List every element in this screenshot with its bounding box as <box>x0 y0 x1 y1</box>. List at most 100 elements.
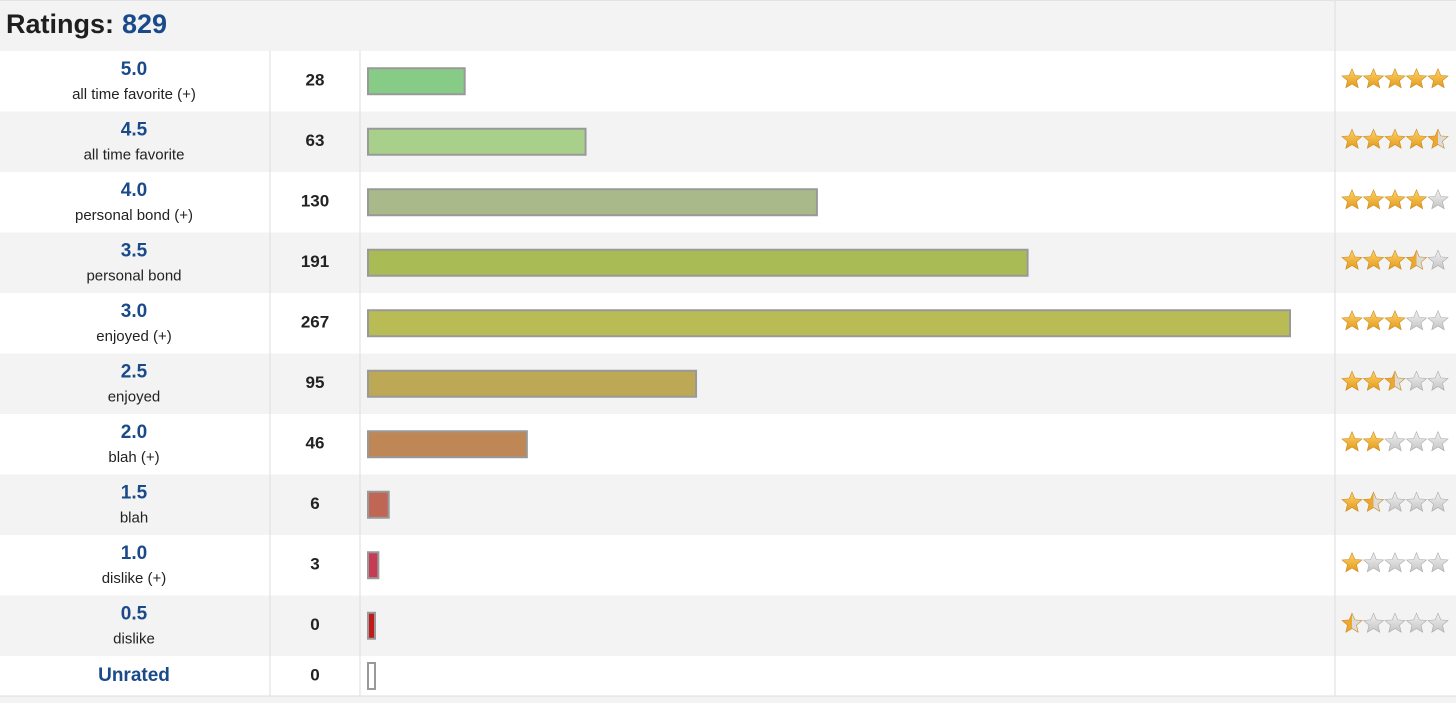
count-bar <box>367 188 818 217</box>
star <box>1362 189 1385 210</box>
star <box>1341 370 1363 391</box>
star <box>1405 249 1428 270</box>
row-background <box>0 414 1456 475</box>
star <box>1405 370 1428 391</box>
star <box>1427 431 1449 452</box>
star <box>1384 370 1406 391</box>
star <box>1341 68 1363 89</box>
rating-label: 4.5 <box>121 120 148 141</box>
rating-label: 3.5 <box>121 241 148 262</box>
rating-description: blah <box>120 509 148 526</box>
star <box>1362 310 1385 331</box>
rating-description: enjoyed <box>108 388 161 405</box>
count-bar <box>367 662 376 690</box>
rating-description: all time favorite <box>84 146 185 163</box>
star <box>1384 612 1406 633</box>
count-bar <box>367 490 390 519</box>
star <box>1405 612 1428 633</box>
count-bar <box>367 551 380 580</box>
star <box>1341 310 1363 331</box>
star <box>1362 552 1385 573</box>
count: 28 <box>306 71 325 90</box>
count: 63 <box>306 131 325 150</box>
star <box>1362 370 1385 391</box>
count-bar <box>367 67 466 96</box>
star <box>1384 491 1406 512</box>
star <box>1341 552 1363 573</box>
count: 267 <box>301 313 329 332</box>
star <box>1384 249 1406 270</box>
star <box>1384 128 1406 149</box>
star <box>1427 552 1449 573</box>
rating-description: all time favorite (+) <box>72 86 196 103</box>
rating-description: blah (+) <box>108 449 159 466</box>
row-background <box>0 111 1456 172</box>
ratings-title: Ratings: 829 <box>6 9 167 39</box>
star <box>1405 431 1428 452</box>
star <box>1384 552 1406 573</box>
count: 3 <box>310 555 319 574</box>
star <box>1362 128 1385 149</box>
count: 130 <box>301 192 329 211</box>
row-background <box>0 595 1456 656</box>
star <box>1384 310 1406 331</box>
star <box>1362 249 1385 270</box>
rating-label: 0.5 <box>121 604 148 625</box>
star <box>1427 68 1449 89</box>
rating-label: 1.0 <box>121 543 147 564</box>
star <box>1341 491 1363 512</box>
row-background <box>0 656 1456 696</box>
rating-label: 2.5 <box>121 362 148 383</box>
star <box>1384 68 1406 89</box>
row-background <box>0 474 1456 535</box>
star <box>1405 68 1428 89</box>
star <box>1405 310 1428 331</box>
star <box>1405 552 1428 573</box>
star <box>1362 68 1385 89</box>
star <box>1427 612 1449 633</box>
star <box>1405 189 1428 210</box>
star <box>1405 128 1428 149</box>
rating-label: 5.0 <box>121 59 147 80</box>
count-bar <box>367 430 528 459</box>
title-total: 829 <box>122 9 167 39</box>
rating-description: enjoyed (+) <box>96 328 171 345</box>
count-bar <box>367 309 1291 338</box>
rating-label: 4.0 <box>121 180 147 201</box>
rating-label: 3.0 <box>121 301 147 322</box>
rating-label: 2.0 <box>121 422 147 443</box>
rating-description: personal bond <box>86 267 181 284</box>
rating-description: personal bond (+) <box>75 207 193 224</box>
star <box>1427 310 1449 331</box>
star <box>1427 128 1449 149</box>
star <box>1341 431 1363 452</box>
star <box>1362 491 1385 512</box>
count: 6 <box>310 494 319 513</box>
count: 191 <box>301 252 329 271</box>
rating-label: 1.5 <box>121 483 148 504</box>
star <box>1341 249 1363 270</box>
count: 46 <box>306 434 325 453</box>
star <box>1362 612 1385 633</box>
count-bar <box>367 369 698 398</box>
rating-description: dislike (+) <box>102 570 167 587</box>
rating-label: Unrated <box>98 665 170 686</box>
star <box>1384 189 1406 210</box>
count-bar <box>367 611 376 640</box>
row-background <box>0 51 1456 112</box>
star <box>1405 491 1428 512</box>
count: 0 <box>310 665 319 684</box>
row-background <box>0 535 1456 596</box>
count-bar <box>367 248 1029 277</box>
rating-description: dislike <box>113 630 155 647</box>
count: 95 <box>306 373 325 392</box>
star <box>1427 249 1449 270</box>
star <box>1341 128 1363 149</box>
count-bar <box>367 127 587 156</box>
row-background <box>0 353 1456 414</box>
title-label: Ratings: <box>6 9 114 39</box>
star <box>1427 491 1449 512</box>
star <box>1341 612 1363 633</box>
star <box>1384 431 1406 452</box>
